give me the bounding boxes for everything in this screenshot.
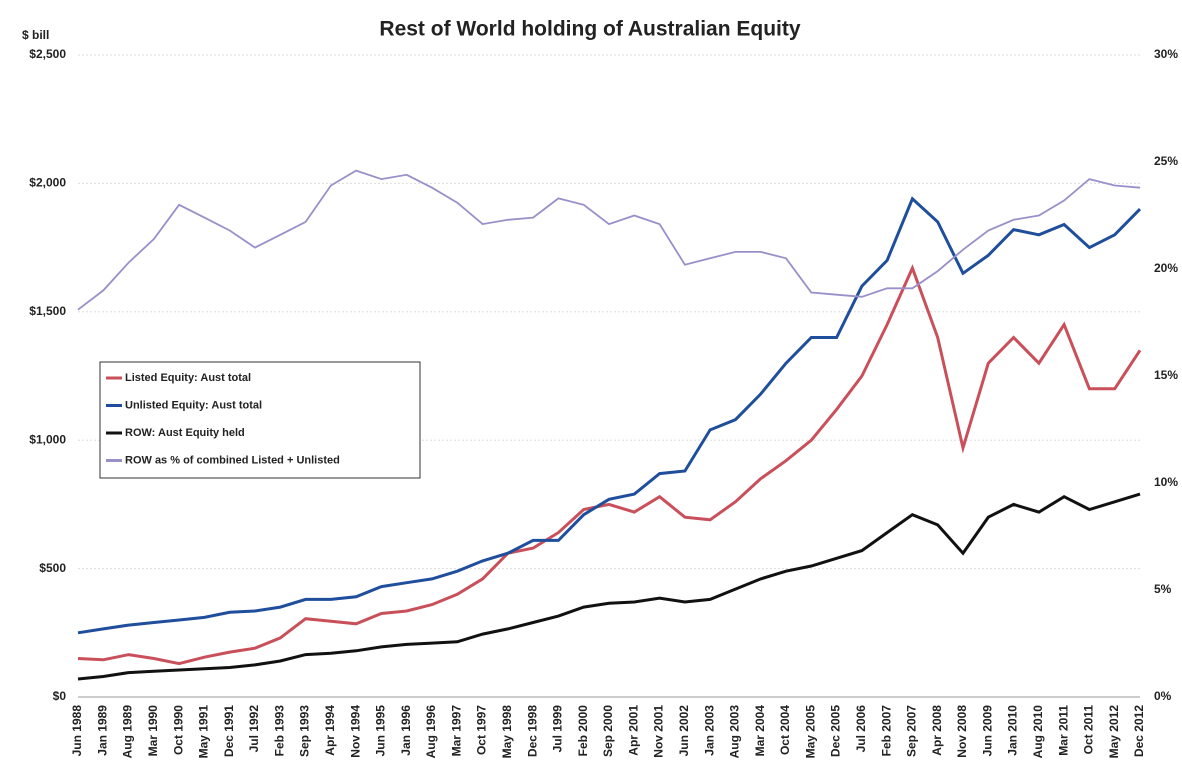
chart-title: Rest of World holding of Australian Equi… [379, 18, 800, 41]
x-tick-label: Jun 2002 [677, 705, 691, 757]
x-tick-label: Dec 1991 [222, 705, 236, 757]
x-tick-label: Dec 1998 [525, 705, 539, 757]
x-tick-label: Oct 1997 [475, 705, 489, 755]
legend-label: ROW: Aust Equity held [125, 427, 245, 439]
y2-tick-label: 20% [1154, 261, 1178, 275]
legend-label: Listed Equity: Aust total [125, 372, 251, 384]
x-tick-label: Jun 2009 [980, 705, 994, 757]
x-tick-label: Nov 2001 [652, 705, 666, 758]
x-tick-label: Feb 1993 [272, 705, 286, 757]
y-axis-label: $ bill [22, 28, 49, 42]
x-tick-label: Jul 2006 [854, 705, 868, 753]
legend-label: ROW as % of combined Listed + Unlisted [125, 454, 340, 466]
legend-box [99, 361, 421, 479]
y2-tick-label: 15% [1154, 368, 1178, 382]
x-tick-label: Aug 1989 [121, 705, 135, 759]
legend-label: Unlisted Equity: Aust total [125, 399, 262, 411]
x-tick-label: Feb 2007 [879, 705, 893, 757]
series-line [77, 264, 1142, 666]
y-tick-label: $1,500 [29, 304, 66, 318]
x-tick-label: Oct 2004 [778, 705, 792, 755]
y-tick-label: $500 [39, 561, 66, 575]
y2-tick-label: 0% [1154, 689, 1172, 703]
x-tick-label: Nov 1994 [348, 705, 362, 758]
x-tick-label: Aug 2010 [1031, 705, 1045, 759]
x-tick-label: Jan 2003 [702, 705, 716, 756]
x-tick-label: Mar 1990 [146, 705, 160, 757]
series-line [77, 169, 1141, 311]
series-line [77, 196, 1142, 635]
x-tick-label: Apr 2001 [626, 705, 640, 756]
x-tick-label: Mar 2004 [753, 705, 767, 757]
y-tick-label: $0 [53, 689, 67, 703]
x-tick-label: Nov 2008 [955, 705, 969, 758]
y2-tick-label: 10% [1154, 475, 1178, 489]
x-tick-label: Jul 1992 [247, 705, 261, 753]
x-tick-label: Oct 1990 [171, 705, 185, 755]
x-tick-label: Dec 2012 [1132, 705, 1146, 757]
x-tick-label: Jan 1996 [399, 705, 413, 756]
x-tick-label: Jan 1989 [95, 705, 109, 756]
x-tick-label: Apr 2008 [930, 705, 944, 756]
series-line [77, 492, 1141, 681]
x-tick-label: Mar 2011 [1056, 705, 1070, 756]
x-tick-label: Sep 1993 [298, 705, 312, 757]
y2-tick-label: 30% [1154, 47, 1178, 61]
x-tick-label: Apr 1994 [323, 705, 337, 756]
x-tick-label: Mar 1997 [449, 705, 463, 757]
x-tick-label: Feb 2000 [576, 705, 590, 757]
x-tick-label: Jul 1999 [551, 705, 565, 753]
x-tick-label: Aug 2003 [728, 705, 742, 759]
x-tick-label: Sep 2000 [601, 705, 615, 757]
y2-tick-label: 5% [1154, 582, 1172, 596]
x-tick-label: Jan 2010 [1006, 705, 1020, 756]
x-tick-label: Jun 1988 [70, 705, 84, 757]
x-tick-label: Oct 2011 [1082, 705, 1096, 755]
x-tick-label: Jun 1995 [374, 705, 388, 757]
y-tick-label: $2,500 [29, 47, 66, 61]
x-tick-label: Sep 2007 [905, 705, 919, 757]
y2-tick-label: 25% [1154, 154, 1178, 168]
x-tick-label: May 2005 [803, 705, 817, 759]
x-tick-label: Aug 1996 [424, 705, 438, 759]
y-tick-label: $1,000 [29, 432, 66, 446]
x-tick-label: May 1998 [500, 705, 514, 759]
x-tick-label: May 2012 [1107, 705, 1121, 759]
x-tick-label: May 1991 [197, 705, 211, 759]
x-tick-label: Dec 2005 [829, 705, 843, 757]
y-tick-label: $2,000 [29, 176, 66, 190]
